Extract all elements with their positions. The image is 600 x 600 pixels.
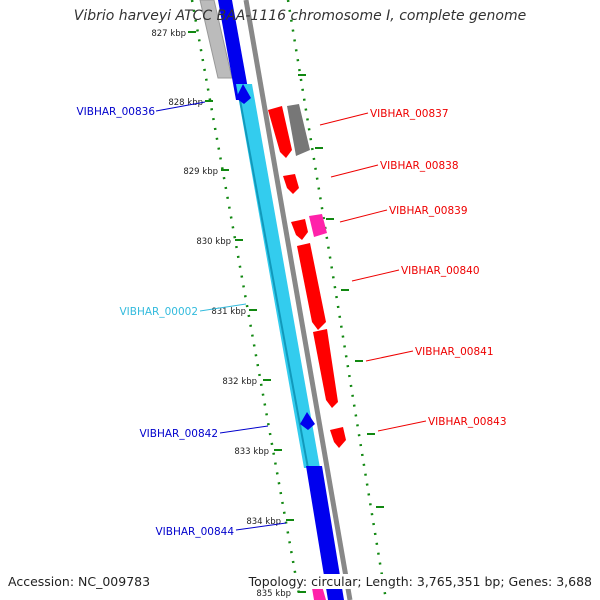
- feature-VIBHAR_00837-grey[interactable]: [287, 104, 310, 156]
- tick-828: 828 kbp: [168, 98, 213, 108]
- gene-label-VIBHAR_00838[interactable]: VIBHAR_00838: [330, 160, 459, 178]
- feature-VIBHAR_00837[interactable]: [268, 106, 292, 158]
- tick-label: 833 kbp: [234, 447, 269, 457]
- tick-832: 832 kbp: [222, 377, 271, 387]
- backbone-line: [243, 0, 353, 600]
- tick-835: 835 kbp: [256, 589, 306, 599]
- accession-text: Accession: NC_009783: [8, 574, 151, 589]
- reverse-strand-light-segment[interactable]: [236, 84, 320, 468]
- svg-text:VIBHAR_00002: VIBHAR_00002: [119, 306, 198, 318]
- gene-label-VIBHAR_00837[interactable]: VIBHAR_00837: [319, 108, 449, 126]
- dotted-guide-right: [286, 0, 388, 600]
- feature-VIBHAR_00839[interactable]: [291, 219, 308, 240]
- reverse-strand-inner-line: [239, 99, 309, 469]
- tick-label: 829 kbp: [183, 167, 218, 177]
- gene-label-VIBHAR_00844[interactable]: VIBHAR_00844: [155, 522, 287, 538]
- tick-label: 831 kbp: [211, 307, 246, 317]
- right-guide-dashes: [298, 74, 384, 508]
- reverse-strand-arrow-00836[interactable]: [236, 84, 251, 104]
- tick-833: 833 kbp: [234, 447, 282, 457]
- reverse-strand-segment-bottom[interactable]: [306, 466, 344, 600]
- gene-label-VIBHAR_00841[interactable]: VIBHAR_00841: [365, 346, 494, 362]
- svg-text:VIBHAR_00839: VIBHAR_00839: [389, 205, 468, 217]
- tick-label: 835 kbp: [256, 589, 291, 599]
- tick-label: 827 kbp: [151, 29, 186, 39]
- gene-label-VIBHAR_00840[interactable]: VIBHAR_00840: [351, 265, 480, 282]
- tick-label: 834 kbp: [246, 517, 281, 527]
- feature-VIBHAR_00839-pink[interactable]: [309, 214, 327, 237]
- svg-text:VIBHAR_00838: VIBHAR_00838: [380, 160, 459, 172]
- reverse-strand-arrow-00842[interactable]: [300, 412, 315, 430]
- gene-label-VIBHAR_00839[interactable]: VIBHAR_00839: [339, 205, 468, 223]
- feature-VIBHAR_00838[interactable]: [283, 174, 299, 194]
- reverse-strand-segment-top[interactable]: [218, 0, 250, 100]
- gene-label-VIBHAR_00842[interactable]: VIBHAR_00842: [139, 425, 269, 440]
- reverse-strand-grey-segment[interactable]: [199, 0, 233, 79]
- svg-text:VIBHAR_00844: VIBHAR_00844: [155, 526, 234, 538]
- svg-text:VIBHAR_00842: VIBHAR_00842: [139, 428, 218, 440]
- svg-text:VIBHAR_00843: VIBHAR_00843: [428, 416, 507, 428]
- tick-834: 834 kbp: [246, 517, 294, 527]
- tick-label: 830 kbp: [196, 237, 231, 247]
- map-title: Vibrio harveyi ATCC BAA-1116 chromosome …: [73, 8, 527, 24]
- feature-VIBHAR_00843[interactable]: [330, 427, 346, 448]
- tick-label: 832 kbp: [222, 377, 257, 387]
- tick-827: 827 kbp: [151, 29, 196, 39]
- svg-text:VIBHAR_00840: VIBHAR_00840: [401, 265, 480, 277]
- gene-label-VIBHAR_00002[interactable]: VIBHAR_00002: [119, 303, 247, 318]
- feature-VIBHAR_00840[interactable]: [297, 243, 326, 330]
- tick-831: 831 kbp: [211, 307, 257, 317]
- feature-pink-bottom[interactable]: [312, 586, 326, 600]
- feature-VIBHAR_00841[interactable]: [313, 329, 338, 408]
- gene-label-VIBHAR_00836[interactable]: VIBHAR_00836: [76, 101, 206, 118]
- tick-label: 828 kbp: [168, 98, 203, 108]
- gene-label-VIBHAR_00843[interactable]: VIBHAR_00843: [377, 416, 507, 432]
- svg-text:VIBHAR_00841: VIBHAR_00841: [415, 346, 494, 358]
- svg-text:VIBHAR_00837: VIBHAR_00837: [370, 108, 449, 120]
- tick-829: 829 kbp: [183, 167, 229, 177]
- tick-830: 830 kbp: [196, 237, 243, 247]
- svg-text:VIBHAR_00836: VIBHAR_00836: [76, 106, 155, 118]
- genome-summary-text: Topology: circular; Length: 3,765,351 bp…: [248, 574, 592, 589]
